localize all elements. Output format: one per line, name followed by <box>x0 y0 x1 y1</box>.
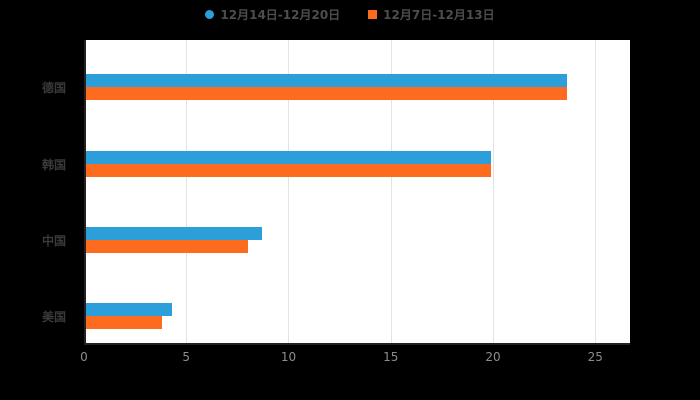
legend-square-marker-icon <box>368 10 378 19</box>
x-tick-label: 0 <box>80 350 88 364</box>
bar-orange[interactable] <box>86 87 567 101</box>
bar-group <box>86 226 630 253</box>
bar-blue[interactable] <box>86 74 567 88</box>
x-axis-line <box>84 343 630 345</box>
bar-orange[interactable] <box>86 316 162 330</box>
legend-circle-marker-icon <box>205 10 215 19</box>
category-label: 德国 <box>41 81 66 96</box>
gridline <box>186 40 188 345</box>
category-label: 韩国 <box>41 157 66 172</box>
category-label: 中国 <box>41 233 66 248</box>
gridline <box>595 40 597 345</box>
x-tick-label: 5 <box>182 350 191 364</box>
gridline <box>390 40 392 345</box>
y-axis-line <box>84 40 86 345</box>
bar-orange[interactable] <box>86 239 248 253</box>
legend-item-series-orange[interactable]: 12月7日-12月13日 <box>368 6 495 23</box>
bar-blue[interactable] <box>86 226 262 240</box>
bar-orange[interactable] <box>86 163 491 177</box>
bar-blue[interactable] <box>86 303 172 317</box>
legend-item-series-blue[interactable]: 12月14日-12月20日 <box>205 6 340 23</box>
bar-group <box>86 74 630 101</box>
x-tick-label: 25 <box>587 350 603 364</box>
bar-blue[interactable] <box>86 150 491 164</box>
legend-label: 12月14日-12月20日 <box>220 8 341 22</box>
legend-label: 12月7日-12月13日 <box>383 8 495 22</box>
gridline <box>492 40 494 345</box>
plot-area <box>84 40 630 345</box>
x-tick-label: 15 <box>383 350 399 364</box>
x-tick-label: 10 <box>280 350 297 364</box>
gridline <box>288 40 290 345</box>
bar-group <box>86 303 630 330</box>
category-label: 美国 <box>41 310 66 325</box>
chart-legend: 12月14日-12月20日 12月7日-12月13日 <box>0 6 700 23</box>
x-tick-label: 20 <box>485 350 501 364</box>
bar-group <box>86 150 630 177</box>
